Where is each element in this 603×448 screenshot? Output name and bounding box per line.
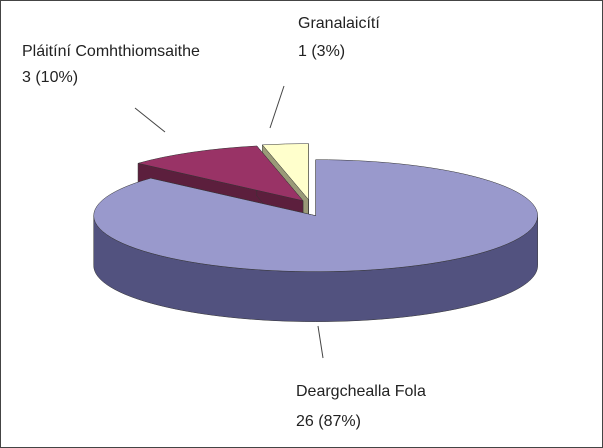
label-name: Pláitíní Comhthiomsaithe	[22, 43, 200, 60]
slice	[261, 143, 309, 201]
label-value: 3 (10%)	[22, 69, 78, 86]
label-value: 1 (3%)	[298, 43, 345, 60]
leader-line	[317, 325, 324, 359]
slice	[93, 159, 538, 272]
label-value: 26 (87%)	[296, 413, 361, 430]
leader-line	[269, 85, 285, 129]
leader-line	[134, 107, 166, 133]
label-name: Granalaicítí	[298, 15, 380, 32]
pie	[93, 143, 538, 322]
slice	[137, 145, 304, 202]
label-name: Deargchealla Fola	[296, 383, 426, 400]
